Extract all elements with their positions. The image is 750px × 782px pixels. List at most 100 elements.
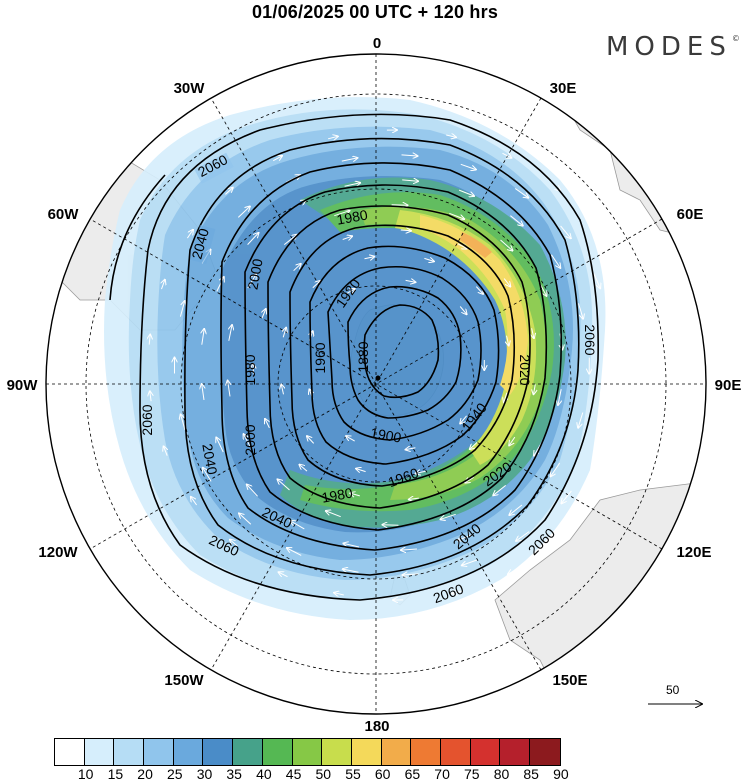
wind-vector-arrow [509, 504, 523, 515]
wind-vector-arrow [265, 419, 269, 429]
lon-label-30w: 30W [174, 80, 206, 97]
wind-vector-arrow [493, 485, 507, 495]
wind-vector-arrow [281, 385, 283, 395]
graticule [46, 54, 706, 714]
colorbar-tick-label: 15 [107, 766, 124, 782]
brand-logo: MODES© [606, 32, 740, 62]
wind-vector-arrow [401, 549, 417, 550]
wind-vector-arrow [502, 152, 512, 158]
meridian-150e-30w [210, 97, 542, 671]
lon-label-60e: 60E [677, 206, 704, 223]
colorbar-labels: 10 15 20 25 30 35 40 45 50 55 60 65 70 75 80 85 90 [54, 766, 704, 782]
wind-vector-arrow [290, 521, 305, 530]
wind-vector-arrow [460, 415, 467, 424]
colorbar-tick-label: 20 [137, 766, 153, 782]
wind-vector-arrow [247, 274, 256, 289]
wind-vector-arrow [508, 568, 518, 574]
globe-content: 2060 2040 2000 1980 1920 1880 1980 1960 … [46, 54, 706, 714]
colorbar-box [351, 739, 382, 765]
colorbar-tick-label: 10 [77, 766, 94, 782]
wind-vector-arrow [475, 286, 483, 294]
wind-vector-arrow [237, 206, 250, 218]
wind-vector-arrow [514, 188, 528, 198]
contour-label: 2060 [582, 324, 598, 355]
wind-vector-arrow [382, 525, 399, 526]
colorbar-tick-label: 55 [345, 766, 361, 782]
wind-vector-arrow [516, 531, 530, 541]
wind-vector-arrow [457, 243, 467, 249]
wind-vector-arrow [558, 389, 561, 405]
colorbar-tick-label: 85 [523, 766, 539, 782]
colorbar-box [233, 739, 263, 765]
wind-vector-arrow [534, 384, 536, 394]
brand-name: MODES [606, 32, 732, 62]
wind-vector-arrow [334, 593, 344, 595]
contour-1920 [327, 265, 482, 441]
colorbar-box [500, 739, 530, 765]
wind-vector-arrow [613, 385, 615, 401]
contour-1960 [289, 224, 516, 487]
wind-vector-arrow [346, 436, 355, 442]
wind-vector-arrow [343, 543, 360, 548]
contour-label: 1880 [355, 341, 371, 372]
wind-vector-arrow [278, 479, 290, 491]
wind-vector-arrow [594, 440, 602, 456]
wind-vector-arrow [203, 468, 212, 482]
colorbar-box [203, 739, 234, 765]
colorbar-tick-label: 75 [464, 766, 480, 782]
lon-label-120e: 120E [676, 544, 711, 561]
wind-vector-arrow [287, 548, 302, 556]
wind-vector-arrow [312, 281, 320, 289]
wind-vector-arrow [344, 183, 361, 187]
wind-vector-arrow [272, 156, 282, 162]
contour-label: 2000 [242, 424, 258, 455]
wind-vector-arrow [202, 384, 204, 400]
lon-label-120w: 120W [38, 544, 78, 561]
contour-label: 2040 [199, 442, 220, 476]
colorbar-box [144, 739, 174, 765]
wind-vector-arrow [459, 306, 466, 315]
colorbar-tick-label: 90 [553, 766, 569, 782]
wind-vector-arrow [326, 511, 341, 518]
colorbar-tick-label: 40 [256, 766, 272, 782]
wind-vector-arrow [342, 236, 352, 239]
wind-vector-arrow [465, 476, 474, 482]
contour-1880 [363, 304, 440, 399]
wind-vector-arrow [639, 328, 640, 339]
wind-vector-arrow [293, 264, 301, 272]
wind-vector-arrow [343, 569, 359, 572]
brand-copyright-mark: © [731, 34, 740, 43]
lon-label-180: 180 [364, 718, 389, 735]
wind-vector-arrow [164, 446, 168, 456]
wind-vector-arrow [507, 335, 509, 346]
wind-vector-arrow [403, 574, 419, 575]
wind-vector-arrow [446, 135, 456, 137]
colorbar-box [530, 739, 560, 765]
wind-vector-arrow [640, 385, 641, 395]
wind-vector-arrow [625, 440, 628, 450]
wind-vector-arrow [510, 215, 522, 226]
wind-vector-arrow [216, 277, 224, 292]
wind-vector-arrow [532, 328, 534, 338]
wind-vector-arrow [612, 327, 614, 344]
wind-vector-arrow [216, 438, 224, 453]
wind-vector-arrow [401, 155, 418, 156]
contour-2000 [244, 184, 548, 531]
wind-vector-arrow [225, 188, 232, 195]
contour-label: 2000 [244, 257, 265, 291]
contour-label: 2020 [517, 354, 533, 385]
colorbar-box [440, 739, 471, 765]
lon-label-60w: 60W [48, 206, 80, 223]
colorbar-box [84, 739, 115, 765]
wind-vector-arrow [458, 534, 473, 541]
wind-vector-arrow [247, 485, 258, 497]
wind-vector-arrow [228, 381, 230, 397]
wind-vector-arrow [593, 273, 600, 289]
contour-2040 [184, 137, 580, 576]
wind-vector-arrow [186, 230, 193, 239]
height-contours [109, 113, 599, 601]
wind-vector-arrow [334, 211, 349, 217]
contour-label: 2040 [188, 226, 212, 260]
contour-label: 1980 [335, 206, 369, 227]
wind-vector-arrow [409, 498, 419, 499]
